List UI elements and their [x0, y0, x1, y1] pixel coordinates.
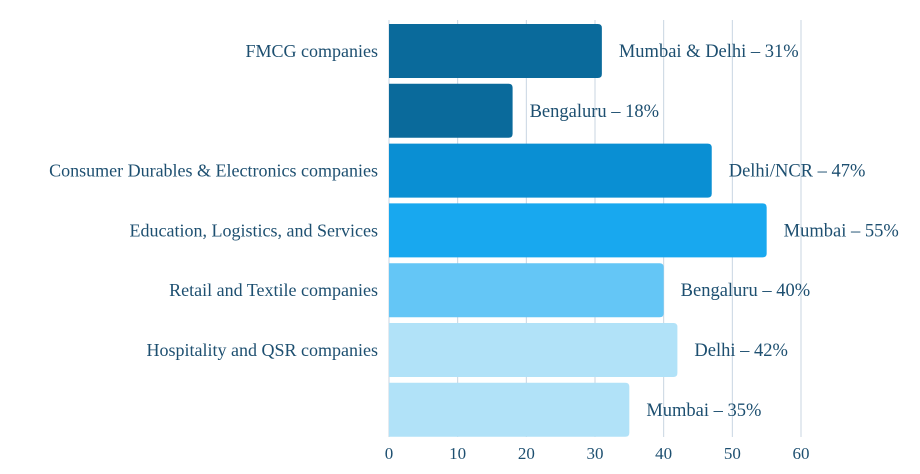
category-label: FMCG companies	[246, 41, 379, 61]
data-label: Bengaluru – 40%	[681, 281, 810, 301]
x-tick-label: 10	[449, 444, 466, 463]
category-label: Retail and Textile companies	[169, 280, 378, 300]
x-tick-label: 20	[518, 444, 535, 463]
bar	[389, 24, 602, 78]
data-label: Mumbai – 55%	[784, 221, 899, 241]
bar	[389, 263, 664, 318]
data-label: Delhi – 42%	[694, 341, 788, 361]
data-label: Mumbai & Delhi – 31%	[619, 42, 799, 62]
data-label: Mumbai – 35%	[646, 401, 761, 421]
bar	[389, 323, 678, 377]
bar	[389, 203, 767, 258]
x-tick-label: 0	[385, 444, 394, 463]
x-tick-label: 30	[587, 444, 604, 463]
bar	[389, 382, 630, 437]
data-label: Delhi/NCR – 47%	[729, 162, 866, 182]
x-tick-label: 40	[655, 444, 672, 463]
category-label: Hospitality and QSR companies	[147, 340, 378, 360]
bar	[389, 83, 513, 138]
x-tick-label: 60	[793, 444, 810, 463]
bar	[389, 143, 712, 198]
x-tick-label: 50	[724, 444, 741, 463]
category-label: Education, Logistics, and Services	[130, 220, 378, 240]
data-label: Bengaluru – 18%	[530, 102, 659, 122]
category-label: Consumer Durables & Electronics companie…	[49, 161, 378, 181]
